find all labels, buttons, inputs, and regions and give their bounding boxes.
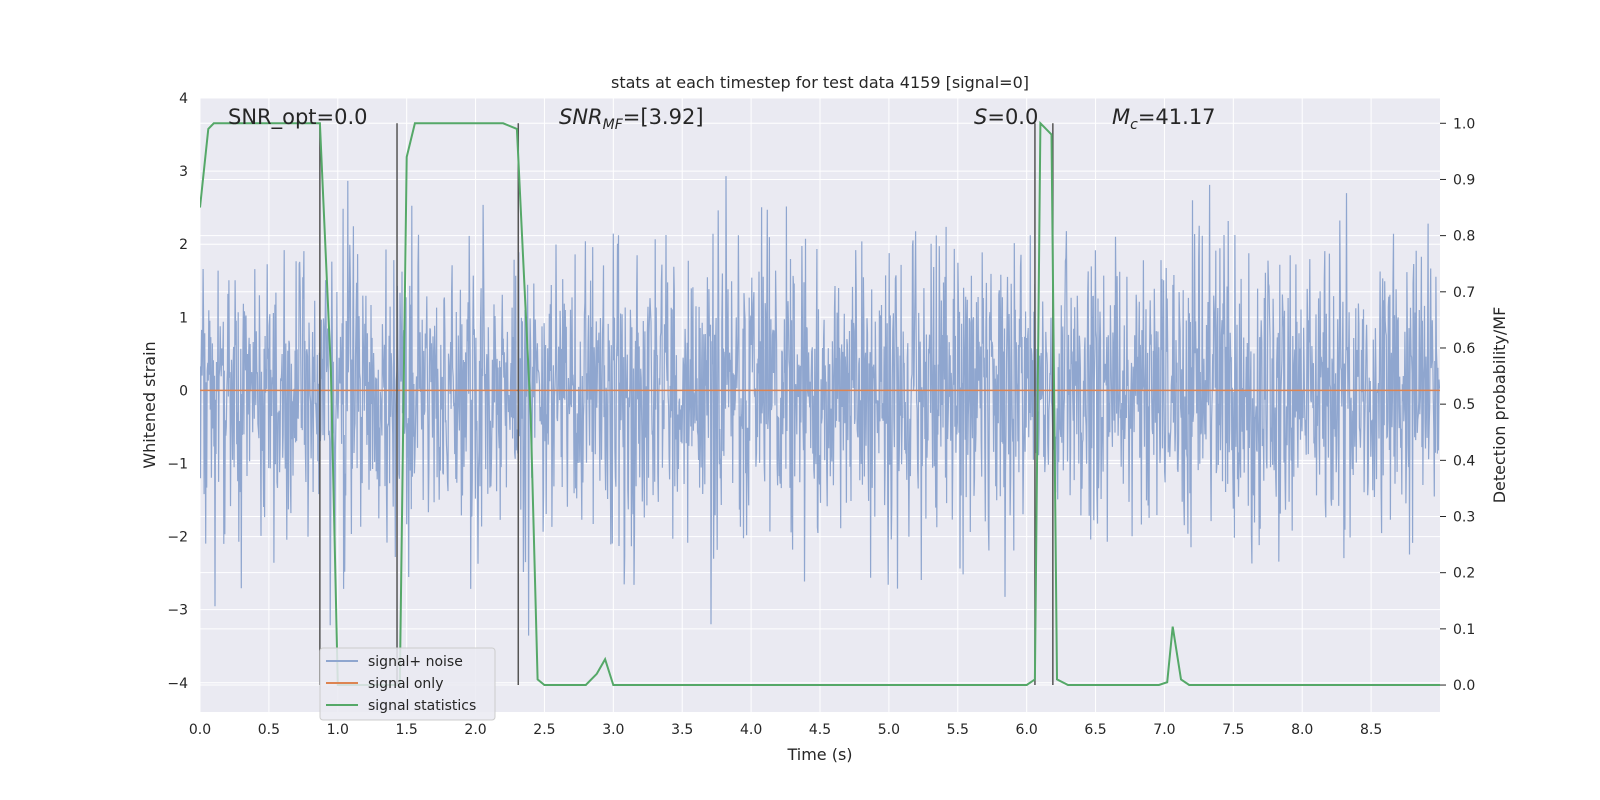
y-right-tick-label: 0.1 — [1453, 622, 1475, 638]
x-axis-label: Time (s) — [786, 745, 852, 764]
legend-box — [319, 647, 496, 721]
legend-item-signal-only: signal only — [368, 676, 443, 692]
annotation-snr-mf-value: =[3.92] — [623, 105, 704, 129]
annotation-s-main: S — [974, 105, 987, 129]
series-signal-plus-noise — [200, 176, 1440, 636]
annotation-snr-mf-main: SNR — [559, 105, 603, 129]
x-tick-label: 4.5 — [809, 722, 831, 738]
annotation-snr-mf-sub: MF — [603, 117, 624, 133]
y-right-tick-label: 0.9 — [1453, 172, 1475, 188]
x-tick-label: 1.5 — [396, 722, 418, 738]
series-signal-statistics — [200, 120, 1440, 686]
y-right-tick-label: 0.7 — [1453, 285, 1475, 301]
y-right-tick-label: 0.4 — [1453, 453, 1475, 469]
y-right-tick-label: 0.6 — [1453, 341, 1475, 357]
y-tick-label: −4 — [167, 676, 188, 692]
y-tick-label: 1 — [179, 310, 188, 326]
x-tick-label: 5.5 — [947, 722, 969, 738]
x-tick-label: 3.0 — [602, 722, 624, 738]
x-tick-label: 8.0 — [1291, 722, 1313, 738]
x-tick-label: 7.0 — [1153, 722, 1175, 738]
y-right-tick-label: 0.5 — [1453, 397, 1475, 413]
annotation-mc: Mc=41.17 — [1112, 105, 1216, 133]
legend: signal+ noise signal only signal statist… — [319, 647, 496, 721]
x-tick-label: 0.5 — [258, 722, 280, 738]
y-tick-label: 3 — [179, 164, 188, 180]
y-tick-label: −3 — [167, 603, 188, 619]
y-tick-label: 0 — [179, 383, 188, 399]
y-axis-label: Whitened strain — [140, 341, 159, 468]
y-tick-label: −1 — [167, 456, 188, 472]
annotation-s-value: =0.0 — [987, 105, 1038, 129]
x-tick-label: 7.5 — [1222, 722, 1244, 738]
grid — [199, 97, 1440, 712]
x-tick-label: 2.5 — [533, 722, 555, 738]
y-tick-label: 4 — [179, 91, 188, 107]
y-right-tick-label: 0.2 — [1453, 566, 1475, 582]
y-right-tick-label: 0.8 — [1453, 229, 1475, 245]
y-right-axis-ticks: 1.0 0.9 0.8 0.7 0.6 0.5 0.4 0.3 0.2 0.1 0.0 — [1440, 116, 1475, 694]
x-tick-label: 4.0 — [740, 722, 762, 738]
annotation-mc-main: M — [1112, 105, 1130, 129]
x-tick-label: 8.5 — [1360, 722, 1382, 738]
annotation-snr-opt: SNR_opt=0.0 — [228, 105, 368, 130]
legend-item-stats: signal statistics — [368, 698, 476, 714]
x-tick-label: 6.0 — [1016, 722, 1038, 738]
x-axis-ticks: 0.0 0.5 1.0 1.5 2.0 2.5 3.0 3.5 4.0 4.5 5.0 5.5 6.0 6… — [189, 722, 1382, 738]
x-tick-label: 3.5 — [671, 722, 693, 738]
y-right-tick-label: 0.0 — [1453, 678, 1475, 694]
x-tick-label: 0.0 — [189, 722, 211, 738]
y-tick-label: −2 — [167, 530, 188, 546]
x-tick-label: 6.5 — [1084, 722, 1106, 738]
annotation-mc-value: =41.17 — [1138, 105, 1216, 129]
y-right-tick-label: 0.3 — [1453, 510, 1475, 526]
x-tick-label: 5.0 — [878, 722, 900, 738]
legend-item-noise: signal+ noise — [368, 654, 463, 670]
annotation-mc-sub: c — [1130, 117, 1138, 133]
annotation-snr-mf: SNRMF=[3.92] — [559, 105, 704, 133]
annotation-s: S=0.0 — [974, 105, 1038, 129]
y-tick-label: 2 — [179, 237, 188, 253]
y-axis-ticks: 4 3 2 1 0 −1 −2 −3 −4 — [167, 91, 188, 692]
x-tick-label: 1.0 — [327, 722, 349, 738]
x-tick-label: 2.0 — [464, 722, 486, 738]
y-right-tick-label: 1.0 — [1453, 116, 1475, 132]
y-right-axis-label: Detection probability/MF — [1490, 307, 1509, 504]
chart-title: stats at each timestep for test data 415… — [611, 73, 1029, 92]
